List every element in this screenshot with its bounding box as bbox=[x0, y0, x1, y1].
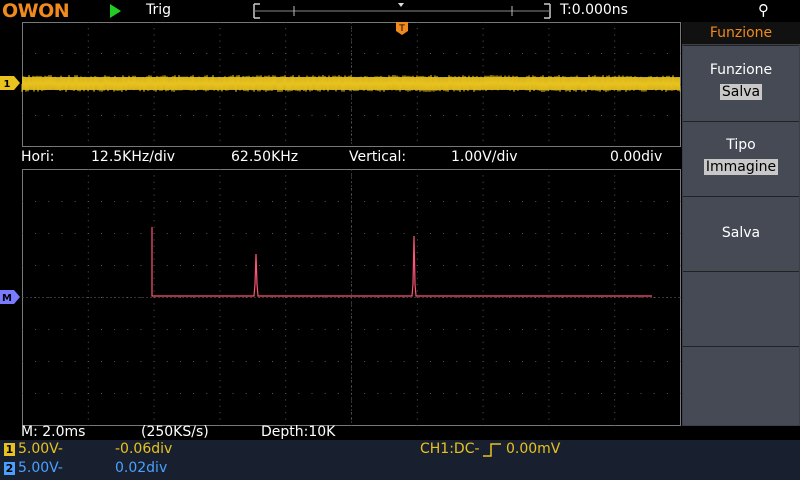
svg-text:T: T bbox=[398, 24, 405, 34]
ch1-offset: -0.06div bbox=[115, 442, 172, 457]
run-state-icon[interactable] bbox=[110, 4, 121, 18]
menu-item-empty-4[interactable] bbox=[683, 271, 799, 346]
waveform-display[interactable]: T bbox=[0, 22, 682, 426]
memory-position-bar[interactable] bbox=[250, 0, 555, 22]
math-fft-trace bbox=[152, 227, 652, 296]
ch2-badge[interactable]: 2 bbox=[4, 462, 15, 475]
math-level-marker[interactable]: M bbox=[0, 290, 22, 304]
svg-text:1: 1 bbox=[4, 79, 11, 90]
menu-item-tipo[interactable]: Tipo Immagine bbox=[683, 121, 799, 196]
menu-item-value: Immagine bbox=[704, 159, 778, 175]
trigger-position-marker: T bbox=[396, 22, 408, 35]
menu-item-label: Funzione bbox=[683, 62, 799, 78]
sample-rate: (250KS/s) bbox=[141, 425, 209, 440]
ch2-volts: 5.00V- bbox=[18, 461, 63, 476]
svg-text:M: M bbox=[2, 293, 12, 304]
brand-logo: OWON bbox=[2, 0, 69, 22]
menu-item-label: Salva bbox=[683, 225, 799, 241]
hori-label: Hori: bbox=[21, 150, 54, 165]
record-depth: Depth:10K bbox=[261, 425, 335, 440]
menu-item-funzione[interactable]: Funzione Salva bbox=[683, 45, 799, 121]
menu-item-empty-5[interactable] bbox=[683, 346, 799, 425]
ch1-waveform bbox=[22, 75, 680, 92]
time-offset: T:0.000ns bbox=[560, 2, 628, 18]
vertical-scale: 1.00V/div bbox=[451, 150, 518, 165]
timebase: M: 2.0ms bbox=[21, 425, 85, 440]
rising-edge-icon bbox=[482, 443, 502, 457]
vertical-offset: 0.00div bbox=[610, 150, 662, 165]
position-marker-icon bbox=[398, 3, 404, 7]
menu-item-salva[interactable]: Salva bbox=[683, 196, 799, 271]
hori-center: 62.50KHz bbox=[231, 150, 298, 165]
vertical-label: Vertical: bbox=[349, 150, 406, 165]
menu-title: Funzione bbox=[682, 22, 800, 44]
trigger-level: 0.00mV bbox=[506, 442, 560, 457]
menu-item-label: Tipo bbox=[683, 137, 799, 153]
usb-icon: ⚲ bbox=[758, 1, 769, 19]
ch1-volts: 5.00V- bbox=[18, 442, 63, 457]
hori-scale: 12.5KHz/div bbox=[91, 150, 175, 165]
ch1-level-marker[interactable]: 1 bbox=[0, 76, 22, 90]
menu-item-value: Salva bbox=[720, 84, 762, 100]
trigger-status-label: Trig bbox=[146, 2, 171, 18]
ch1-badge[interactable]: 1 bbox=[4, 443, 15, 456]
trigger-source: CH1:DC- bbox=[420, 442, 480, 457]
ch2-offset: 0.02div bbox=[115, 461, 167, 476]
